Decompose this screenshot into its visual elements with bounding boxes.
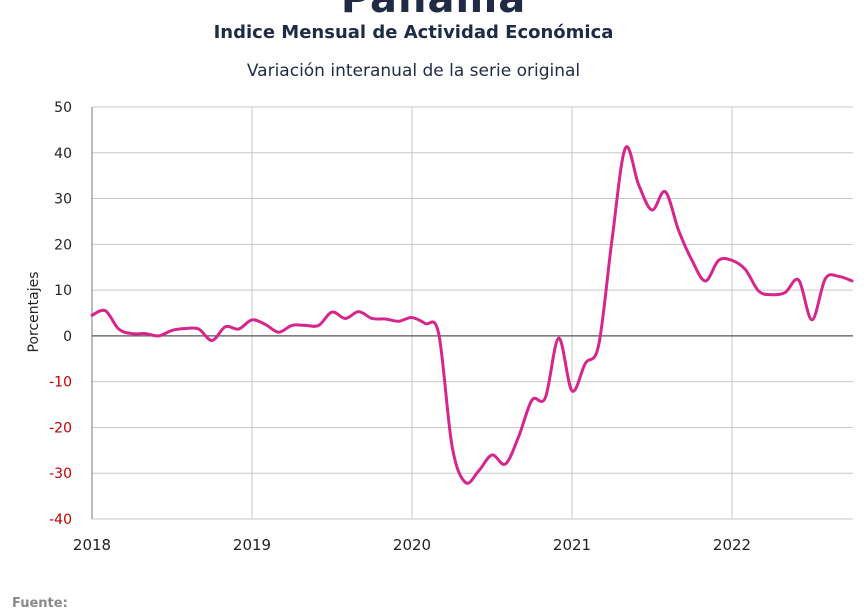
x-tick-label: 2022: [713, 536, 751, 554]
x-tick-label: 2019: [233, 536, 271, 554]
x-tick-label: 2018: [73, 536, 111, 554]
chart-subtitle: Variación interanual de la serie origina…: [246, 61, 581, 81]
y-tick-labels: 50 40 30 20 10 0 -10 -20 -30 -40: [49, 100, 72, 528]
chart-title: Indice Mensual de Actividad Económica: [213, 22, 614, 43]
y-tick-label: 30: [54, 192, 72, 208]
grid-lines: [92, 106, 853, 520]
y-tick-label: -40: [49, 512, 72, 528]
source-label: Fuente:: [12, 596, 68, 611]
axes: [91, 107, 853, 519]
y-axis-label: Porcentajes: [26, 271, 42, 352]
y-tick-label: 0: [63, 329, 72, 345]
y-tick-label: -30: [49, 466, 72, 482]
y-tick-label: 40: [54, 146, 72, 162]
country-title: Panamá: [0, 0, 867, 22]
series-line: [90, 145, 854, 485]
y-tick-label: 50: [54, 100, 72, 116]
x-tick-label: 2021: [553, 536, 591, 554]
y-tick-label: 20: [54, 237, 72, 253]
series-layer: [90, 145, 854, 485]
y-tick-label: -20: [49, 420, 72, 436]
y-tick-label: 10: [54, 283, 72, 299]
x-tick-label: 2020: [393, 536, 431, 554]
x-tick-labels: 2018 2019 2020 2021 2022: [73, 536, 751, 554]
y-tick-label: -10: [49, 375, 72, 391]
